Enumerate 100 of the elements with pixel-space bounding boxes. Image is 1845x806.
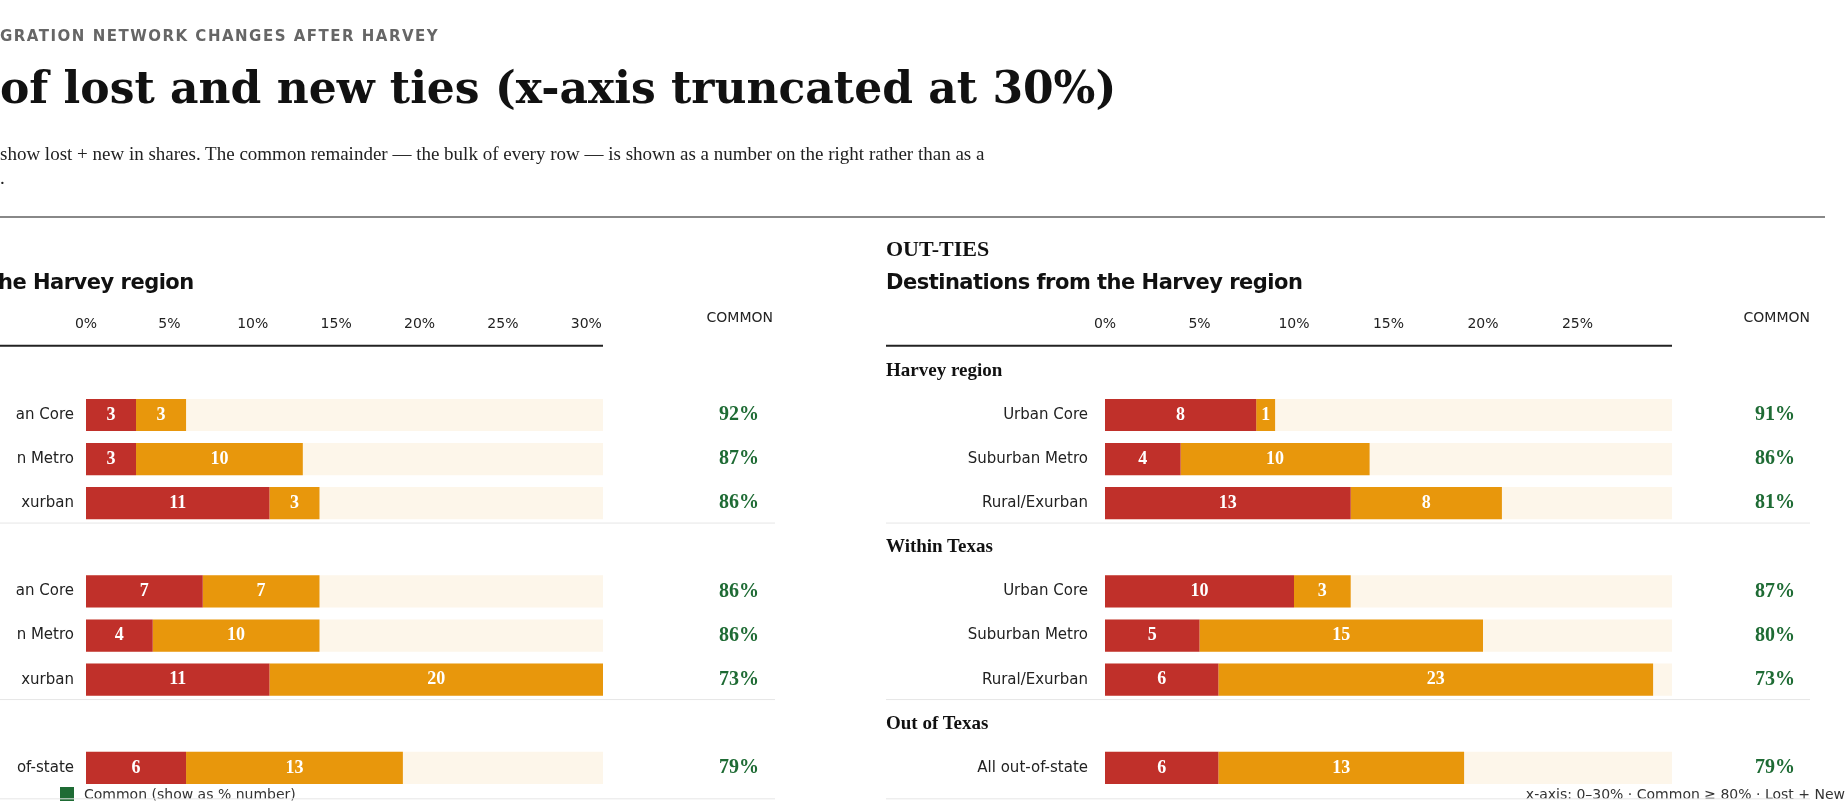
chart-title: OUT-TIES: [886, 236, 990, 262]
data-label: 7: [256, 580, 266, 601]
data-label: 23: [1426, 668, 1445, 689]
y-tick-label: Suburban Metro: [967, 625, 1088, 644]
y2-axis-title: COMMON: [706, 309, 773, 326]
y2-tick-label: 91%: [1755, 402, 1795, 425]
y2-tick-label: 73%: [719, 666, 759, 689]
y2-tick-label: 87%: [1755, 578, 1795, 601]
x-tick-label: 10%: [237, 315, 269, 332]
data-label: 10: [1266, 447, 1285, 468]
data-label: 6: [1157, 668, 1167, 689]
data-label: 13: [1218, 491, 1237, 512]
y-tick-label: n Metro: [16, 625, 74, 644]
text: Out of Texas: [886, 711, 989, 733]
data-label: 1: [1261, 403, 1271, 424]
data-label: 8: [1176, 403, 1186, 424]
y-tick-label: xurban: [21, 669, 74, 688]
bar: [86, 443, 137, 476]
text: Within Texas: [886, 535, 993, 557]
y2-tick-label: 86%: [719, 578, 759, 601]
bar: [269, 487, 320, 520]
y2-tick-label: 73%: [1755, 666, 1795, 689]
data-label: 3: [106, 403, 116, 424]
bar: [269, 663, 603, 696]
data-label: 11: [169, 668, 187, 689]
data-label: 3: [156, 403, 166, 424]
data-label: 10: [210, 447, 229, 468]
bar: [86, 663, 270, 696]
text: GRATION NETWORK CHANGES AFTER HARVEY: [0, 27, 440, 45]
y2-tick-label: 92%: [719, 402, 759, 425]
y-tick-label: Urban Core: [1003, 404, 1088, 423]
y2-tick-label: 79%: [1755, 755, 1795, 778]
x-tick-label: 30%: [570, 315, 602, 332]
bar: [1105, 663, 1219, 696]
y-tick-label: All out-of-state: [977, 757, 1088, 776]
bar: [1294, 575, 1351, 608]
bar: [1105, 487, 1351, 520]
data-label: 4: [1138, 447, 1148, 468]
chart-subtitle: Destinations from the Harvey region: [886, 270, 1303, 294]
y-tick-label: Urban Core: [1003, 581, 1088, 600]
x-tick-label: 25%: [1561, 315, 1594, 332]
x-tick-label: 20%: [1467, 315, 1499, 332]
x-tick-label: 10%: [1278, 315, 1310, 332]
y-tick-label: an Core: [15, 404, 74, 423]
y2-tick-label: 86%: [719, 622, 759, 645]
text: he Harvey region: [0, 270, 194, 294]
bar: [1256, 398, 1276, 432]
y2-tick-label: 81%: [1755, 490, 1795, 513]
data-label: 10: [227, 624, 246, 645]
x-tick-label: 20%: [403, 315, 436, 332]
x-tick-label: 5%: [158, 315, 181, 332]
y2-tick-label: 86%: [719, 490, 759, 513]
bar: [1105, 751, 1219, 785]
data-label: 11: [169, 491, 187, 512]
x-tick-label: 0%: [74, 315, 98, 332]
data-label: 10: [1190, 580, 1209, 601]
x-tick-label: 15%: [320, 315, 352, 332]
data-label: 20: [427, 668, 446, 689]
bar: [86, 575, 203, 608]
y2-tick-label: 87%: [719, 446, 759, 469]
chart-title: of lost and new ties (x-axis truncated at 30%): [0, 62, 1117, 113]
data-label: 7: [139, 580, 149, 601]
bar: [1105, 398, 1257, 432]
bar: [1105, 619, 1200, 652]
y2-tick-label: 79%: [719, 755, 759, 778]
bar: [202, 575, 320, 608]
data-label: 3: [289, 491, 299, 512]
data-label: 3: [1317, 580, 1327, 601]
y-tick-label: of-state: [16, 757, 74, 776]
annotation: Common (show as % number): [83, 786, 296, 802]
bar: [136, 398, 187, 432]
data-label: 4: [114, 624, 124, 645]
bar: [1105, 575, 1294, 608]
y-tick-label: xurban: [21, 493, 74, 512]
bar: [86, 487, 270, 520]
bar: [1105, 443, 1181, 476]
data-label: 6: [1157, 756, 1167, 777]
data-label: 5: [1147, 624, 1157, 645]
annotation: x-axis: 0–30% · Common ≥ 80% · Lost + New: [1525, 786, 1845, 802]
bar: [86, 619, 153, 652]
y-tick-label: Rural/Exurban: [981, 493, 1088, 512]
bar: [86, 398, 137, 432]
y-tick-label: Rural/Exurban: [981, 669, 1088, 688]
y-tick-label: Suburban Metro: [967, 448, 1088, 467]
x-tick-label: 0%: [1093, 315, 1117, 332]
data-label: 15: [1332, 624, 1351, 645]
text: Harvey region: [886, 358, 1003, 380]
chart-subtitle: show lost + new in shares. The common remainder — the bulk of every row — is shown as a number on the right rather than as a .: [0, 142, 985, 190]
y2-tick-label: 86%: [1755, 446, 1795, 469]
data-label: 13: [1332, 756, 1351, 777]
data-label: 3: [106, 447, 116, 468]
x-tick-label: 5%: [1188, 315, 1211, 332]
y2-tick-label: 80%: [1755, 622, 1795, 645]
y2-axis-title: COMMON: [1743, 309, 1810, 326]
bar: [86, 751, 187, 785]
x-tick-label: 15%: [1372, 315, 1405, 332]
x-tick-label: 25%: [487, 315, 519, 332]
data-label: 6: [131, 756, 141, 777]
data-label: 13: [285, 756, 304, 777]
y-tick-label: n Metro: [16, 448, 74, 467]
